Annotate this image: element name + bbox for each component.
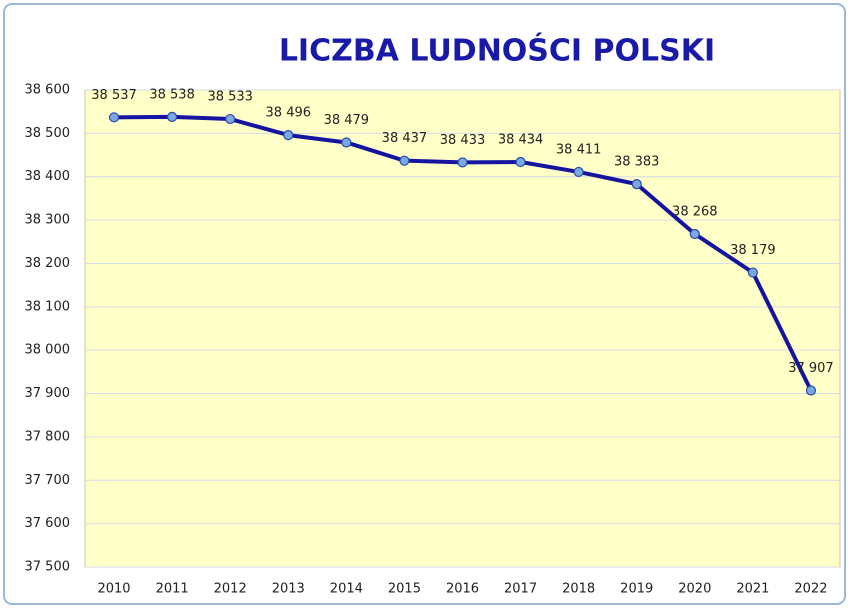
marker [283, 129, 294, 141]
marker [399, 155, 410, 166]
marker [747, 267, 758, 278]
data-label: 38 411 [556, 142, 602, 157]
data-label: 38 538 [149, 87, 195, 102]
data-label: 38 496 [266, 106, 312, 121]
marker [689, 228, 700, 240]
data-label: 38 537 [91, 88, 137, 103]
marker [108, 112, 120, 123]
data-label: 38 268 [672, 204, 718, 219]
marker [167, 111, 178, 122]
marker [457, 157, 468, 168]
x-tick-label: 2019 [620, 582, 653, 597]
chart-title: LICZBA LUDNOŚCI POLSKI [279, 32, 715, 69]
data-label: 38 433 [440, 133, 486, 148]
marker [225, 113, 236, 125]
marker [631, 178, 642, 190]
data-label: 38 434 [498, 132, 544, 147]
y-tick-label: 38 200 [25, 256, 71, 271]
y-tick-label: 37 600 [25, 516, 71, 531]
marker [515, 156, 526, 168]
data-label: 38 383 [614, 155, 660, 170]
y-tick-label: 37 500 [25, 560, 71, 575]
y-tick-label: 37 900 [25, 386, 71, 401]
x-tick-label: 2022 [794, 582, 827, 597]
y-tick-label: 38 500 [25, 126, 71, 141]
x-tick-label: 2015 [388, 582, 421, 597]
y-tick-label: 38 100 [25, 299, 71, 314]
y-tick-label: 38 400 [25, 169, 71, 184]
data-label: 38 533 [207, 90, 253, 105]
x-tick-label: 2014 [330, 582, 363, 597]
x-tick-label: 2018 [562, 582, 595, 597]
x-tick-label: 2012 [214, 582, 247, 597]
data-label: 38 437 [382, 131, 428, 146]
x-tick-label: 2016 [446, 582, 479, 597]
data-label: 38 179 [730, 243, 776, 258]
marker [805, 385, 817, 396]
y-tick-label: 38 000 [25, 343, 71, 358]
x-tick-label: 2011 [156, 582, 189, 597]
x-tick-label: 2021 [736, 582, 769, 597]
data-label: 38 479 [324, 113, 370, 128]
x-tick-label: 2013 [272, 582, 305, 597]
y-tick-label: 37 800 [25, 429, 71, 444]
y-tick-label: 38 300 [25, 213, 71, 228]
plot-area [84, 89, 841, 568]
marker [341, 137, 352, 148]
x-tick-label: 2020 [678, 582, 711, 597]
x-tick-label: 2017 [504, 582, 537, 597]
marker [573, 166, 584, 178]
x-tick-label: 2010 [97, 582, 130, 597]
data-label: 37 907 [788, 361, 834, 376]
y-tick-label: 38 600 [25, 83, 71, 98]
y-tick-label: 37 700 [25, 473, 71, 488]
